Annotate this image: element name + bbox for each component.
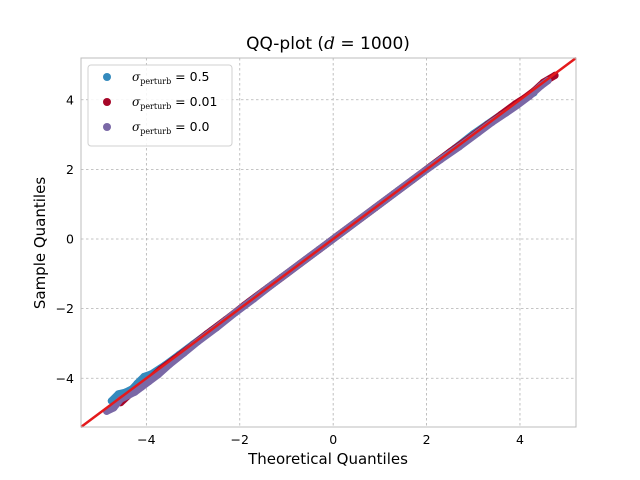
y-tick-label: −2 [56, 301, 74, 316]
legend-marker [103, 73, 111, 81]
y-tick-label: 4 [66, 92, 74, 107]
x-tick-label: 2 [423, 432, 431, 447]
y-tick-label: 0 [66, 232, 74, 247]
legend-marker [103, 98, 111, 106]
legend-label: σperturb = 0.0 [132, 119, 210, 136]
data-point-band [537, 77, 552, 90]
reference-line [80, 56, 577, 429]
data-point-band [455, 129, 482, 151]
legend-marker [103, 123, 111, 131]
x-tick-label: −2 [231, 432, 249, 447]
legend-box [87, 64, 233, 147]
x-axis-label: Theoretical Quantiles [247, 450, 408, 468]
legend: σperturb = 0.5 σperturb = 0.01 σperturb = … [87, 64, 233, 147]
data-point-band [194, 324, 221, 346]
y-axis-label: Sample Quantiles [31, 177, 49, 309]
y-tick-label: 2 [66, 162, 74, 177]
legend-label: σperturb = 0.01 [132, 94, 217, 111]
legend-label: σperturb = 0.5 [132, 69, 210, 86]
x-tick-label: −4 [137, 432, 155, 447]
plot-frame [80, 57, 577, 428]
chart-title: QQ-plot (d = 1000) [246, 34, 410, 54]
tick-labels: −4 −2 0 2 4 −4 −2 0 2 4 [56, 92, 524, 447]
x-tick-label: 4 [516, 432, 524, 447]
x-tick-label: 0 [329, 432, 337, 447]
y-tick-label: −4 [56, 371, 74, 386]
